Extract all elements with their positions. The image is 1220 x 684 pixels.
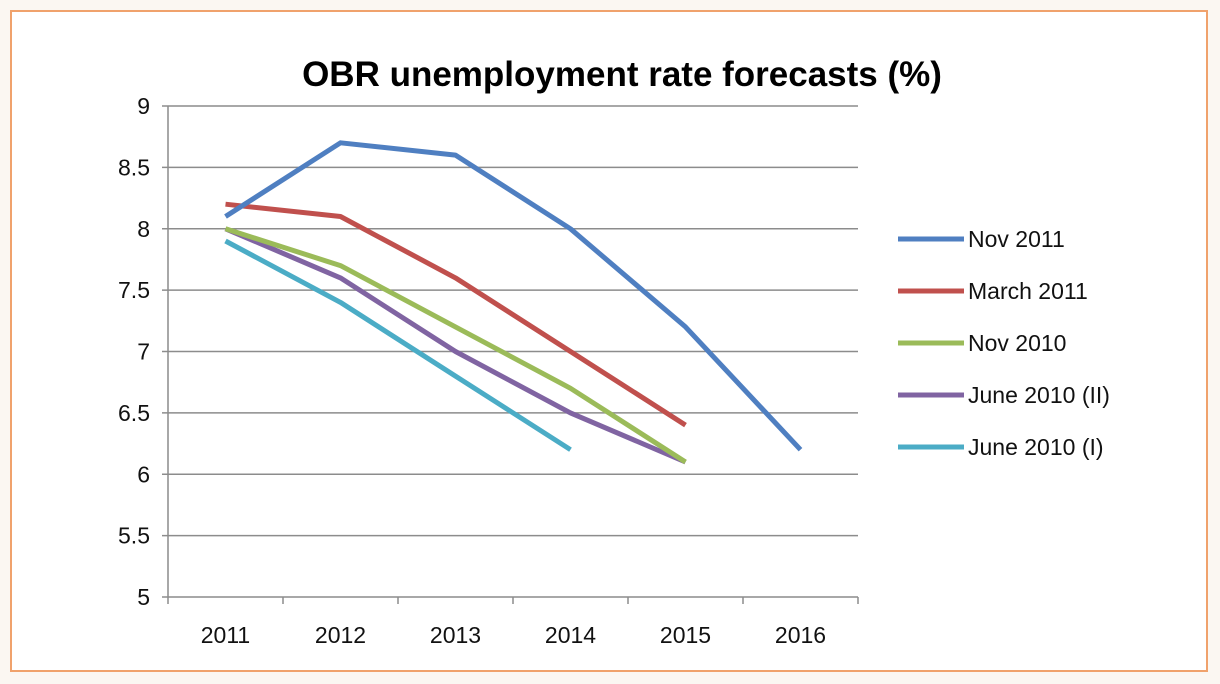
series-line-2 xyxy=(224,226,687,465)
gridlines xyxy=(168,105,858,537)
legend-label: Nov 2011 xyxy=(968,226,1065,252)
x-tick-label: 2014 xyxy=(545,622,596,648)
series-line-1 xyxy=(225,201,687,428)
y-tick-label: 7 xyxy=(137,339,150,365)
series-line-4 xyxy=(224,238,572,452)
x-tick-label: 2011 xyxy=(201,622,250,648)
x-tick-label: 2015 xyxy=(660,622,711,648)
legend-label: June 2010 (I) xyxy=(968,434,1104,460)
y-tick-label: 5 xyxy=(137,584,150,610)
y-tick-label: 5.5 xyxy=(118,523,150,549)
legend-label: June 2010 (II) xyxy=(968,382,1110,408)
series-line-3 xyxy=(224,226,687,465)
y-tick-label: 7.5 xyxy=(118,277,150,303)
x-tick-label: 2013 xyxy=(430,622,481,648)
series-lines xyxy=(224,140,803,465)
x-tick-label: 2012 xyxy=(315,622,366,648)
series-line-0 xyxy=(224,140,803,452)
chart-frame xyxy=(10,10,1208,672)
legend-label: Nov 2010 xyxy=(968,330,1066,356)
y-axis-ticks: 5 5.5 6 6.5 7 7.5 8 8.5 9 xyxy=(118,93,168,610)
legend-label: March 2011 xyxy=(968,278,1088,304)
y-tick-label: 9 xyxy=(137,93,150,119)
y-tick-label: 6.5 xyxy=(118,400,150,426)
chart-title: OBR unemployment rate forecasts (%) xyxy=(302,55,942,94)
y-tick-label: 8 xyxy=(137,216,150,242)
y-tick-label: 8.5 xyxy=(118,154,150,180)
y-tick-label: 6 xyxy=(137,461,150,487)
x-axis-ticks: 2011 2012 2013 2014 2015 2016 xyxy=(167,597,859,648)
legend: Nov 2011 March 2011 Nov 2010 June 2010 (II)… xyxy=(898,226,1110,460)
x-tick-label: 2016 xyxy=(775,622,826,648)
